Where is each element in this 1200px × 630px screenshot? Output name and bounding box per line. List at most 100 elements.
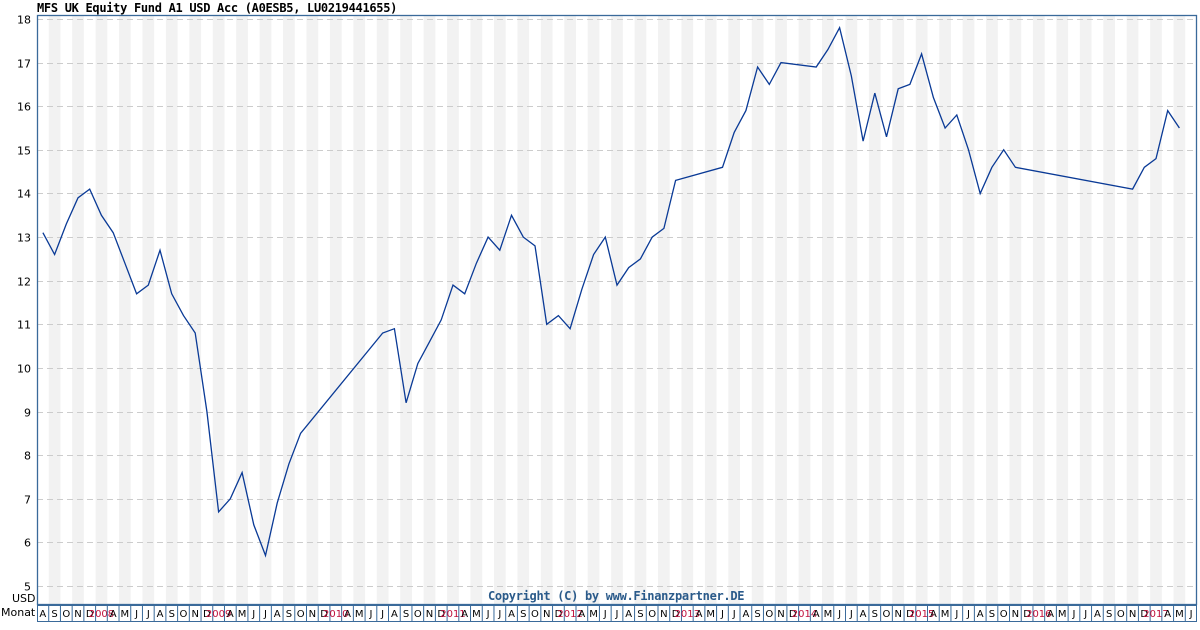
x-axis-month-label: A bbox=[977, 609, 984, 620]
x-axis-month-label: M bbox=[589, 609, 598, 620]
x-axis-month-label: J bbox=[720, 609, 724, 620]
x-axis-month-label: D bbox=[86, 609, 94, 620]
x-axis-month-label: A bbox=[625, 609, 632, 620]
x-axis-month-label: O bbox=[297, 609, 305, 620]
x-axis-month-label: J bbox=[486, 609, 490, 620]
x-axis-month-label: D bbox=[1023, 609, 1031, 620]
x-axis-year-label: 2015 bbox=[909, 609, 934, 620]
x-axis-month-label: D bbox=[203, 609, 211, 620]
x-axis-year-label: 2011 bbox=[440, 609, 465, 620]
x-axis-month-label: J bbox=[732, 609, 736, 620]
x-axis-month-label: M bbox=[355, 609, 364, 620]
x-axis-month-label: N bbox=[1129, 609, 1136, 620]
x-axis-month-label: O bbox=[62, 609, 70, 620]
x-axis-month-label: S bbox=[989, 609, 995, 620]
y-axis-labels: 5 6 7 8 9 10 11 12 13 14 15 16 17 18 bbox=[17, 14, 31, 594]
x-axis-label: Monat bbox=[1, 606, 36, 619]
x-axis-month-label: D bbox=[789, 609, 797, 620]
svg-text:12: 12 bbox=[17, 276, 31, 289]
y-axis-unit: USD bbox=[12, 592, 36, 605]
x-axis-month-label: O bbox=[1000, 609, 1008, 620]
x-axis-month-label: J bbox=[368, 609, 372, 620]
x-axis-month-label: D bbox=[320, 609, 328, 620]
price-line bbox=[42, 25, 1180, 558]
svg-text:15: 15 bbox=[17, 145, 31, 158]
x-axis-month-label: N bbox=[660, 609, 667, 620]
svg-text:9: 9 bbox=[24, 407, 31, 420]
x-axis-month-label: J bbox=[954, 609, 958, 620]
svg-text:14: 14 bbox=[17, 188, 31, 201]
x-axis-month-label: D bbox=[906, 609, 914, 620]
x-axis-year-label: 2012 bbox=[557, 609, 582, 620]
x-axis-month-label: J bbox=[849, 609, 853, 620]
x-axis-month-label: A bbox=[578, 609, 585, 620]
x-axis-month-label: J bbox=[263, 609, 267, 620]
x-axis-month-label: J bbox=[1083, 609, 1087, 620]
plot-frame bbox=[36, 14, 1198, 606]
x-axis-month-label: A bbox=[110, 609, 117, 620]
x-axis-month-label: D bbox=[672, 609, 680, 620]
x-axis-month-label: J bbox=[603, 609, 607, 620]
x-axis-month-label: A bbox=[227, 609, 234, 620]
x-axis-year-label: 2008 bbox=[89, 609, 114, 620]
svg-text:5: 5 bbox=[24, 581, 31, 594]
svg-text:7: 7 bbox=[24, 494, 31, 507]
x-axis-month-label: S bbox=[286, 609, 292, 620]
x-axis-month-label: A bbox=[157, 609, 164, 620]
svg-text:16: 16 bbox=[17, 101, 31, 114]
svg-text:13: 13 bbox=[17, 232, 31, 245]
x-axis-month-label: S bbox=[169, 609, 175, 620]
x-axis-month-label: A bbox=[344, 609, 351, 620]
x-axis-year-label: 2017 bbox=[1143, 609, 1168, 620]
x-axis-month-label: A bbox=[274, 609, 281, 620]
x-axis-month-label: J bbox=[497, 609, 501, 620]
chart-title: MFS UK Equity Fund A1 USD Acc (A0ESB5, L… bbox=[37, 1, 398, 15]
x-axis-month-label: D bbox=[1140, 609, 1148, 620]
x-axis-month-label: A bbox=[1164, 609, 1171, 620]
x-axis-month-label: S bbox=[872, 609, 878, 620]
x-axis-month-label: O bbox=[531, 609, 539, 620]
x-axis-month-label: D bbox=[437, 609, 445, 620]
x-axis-month-label: M bbox=[1058, 609, 1067, 620]
x-axis-month-label: A bbox=[696, 609, 703, 620]
month-stripes bbox=[48, 16, 1186, 604]
x-axis-month-label: J bbox=[1189, 609, 1193, 620]
x-axis-month-label: A bbox=[742, 609, 749, 620]
x-axis-year-label: 2016 bbox=[1026, 609, 1051, 620]
x-axis-month-label: A bbox=[1094, 609, 1101, 620]
x-axis-year-label: 2009 bbox=[206, 609, 231, 620]
x-axis-month-label: N bbox=[426, 609, 433, 620]
gridlines bbox=[37, 19, 1197, 587]
x-axis-month-label: J bbox=[146, 609, 150, 620]
x-axis-month-label: M bbox=[706, 609, 715, 620]
x-axis-month-label: D bbox=[555, 609, 563, 620]
x-axis-month-label: J bbox=[134, 609, 138, 620]
x-axis-month-label: M bbox=[824, 609, 833, 620]
x-axis-month-label: J bbox=[615, 609, 619, 620]
x-axis-month-label: A bbox=[860, 609, 867, 620]
svg-text:6: 6 bbox=[24, 537, 31, 550]
x-axis-month-label: M bbox=[472, 609, 481, 620]
x-axis-month-label: A bbox=[813, 609, 820, 620]
x-axis-month-label: O bbox=[414, 609, 422, 620]
x-axis-month-label: O bbox=[180, 609, 188, 620]
x-axis-month-label: M bbox=[238, 609, 247, 620]
x-axis-month-label: J bbox=[966, 609, 970, 620]
x-axis-month-label: A bbox=[391, 609, 398, 620]
svg-text:11: 11 bbox=[17, 319, 31, 332]
x-axis-month-label: A bbox=[1047, 609, 1054, 620]
x-axis-year-label: 2014 bbox=[792, 609, 817, 620]
x-axis-month-label: S bbox=[637, 609, 643, 620]
x-axis-year-label: 2010 bbox=[323, 609, 348, 620]
x-axis-month-label: O bbox=[883, 609, 891, 620]
x-axis-month-label: A bbox=[508, 609, 515, 620]
svg-text:17: 17 bbox=[17, 58, 31, 71]
x-axis-month-label: S bbox=[1106, 609, 1112, 620]
x-axis-month-label: A bbox=[39, 609, 46, 620]
x-axis-month-label: J bbox=[837, 609, 841, 620]
x-axis-month-label: A bbox=[930, 609, 937, 620]
x-axis-month-label: N bbox=[543, 609, 550, 620]
x-axis-month-label: J bbox=[380, 609, 384, 620]
x-axis-month-label: M bbox=[1175, 609, 1184, 620]
